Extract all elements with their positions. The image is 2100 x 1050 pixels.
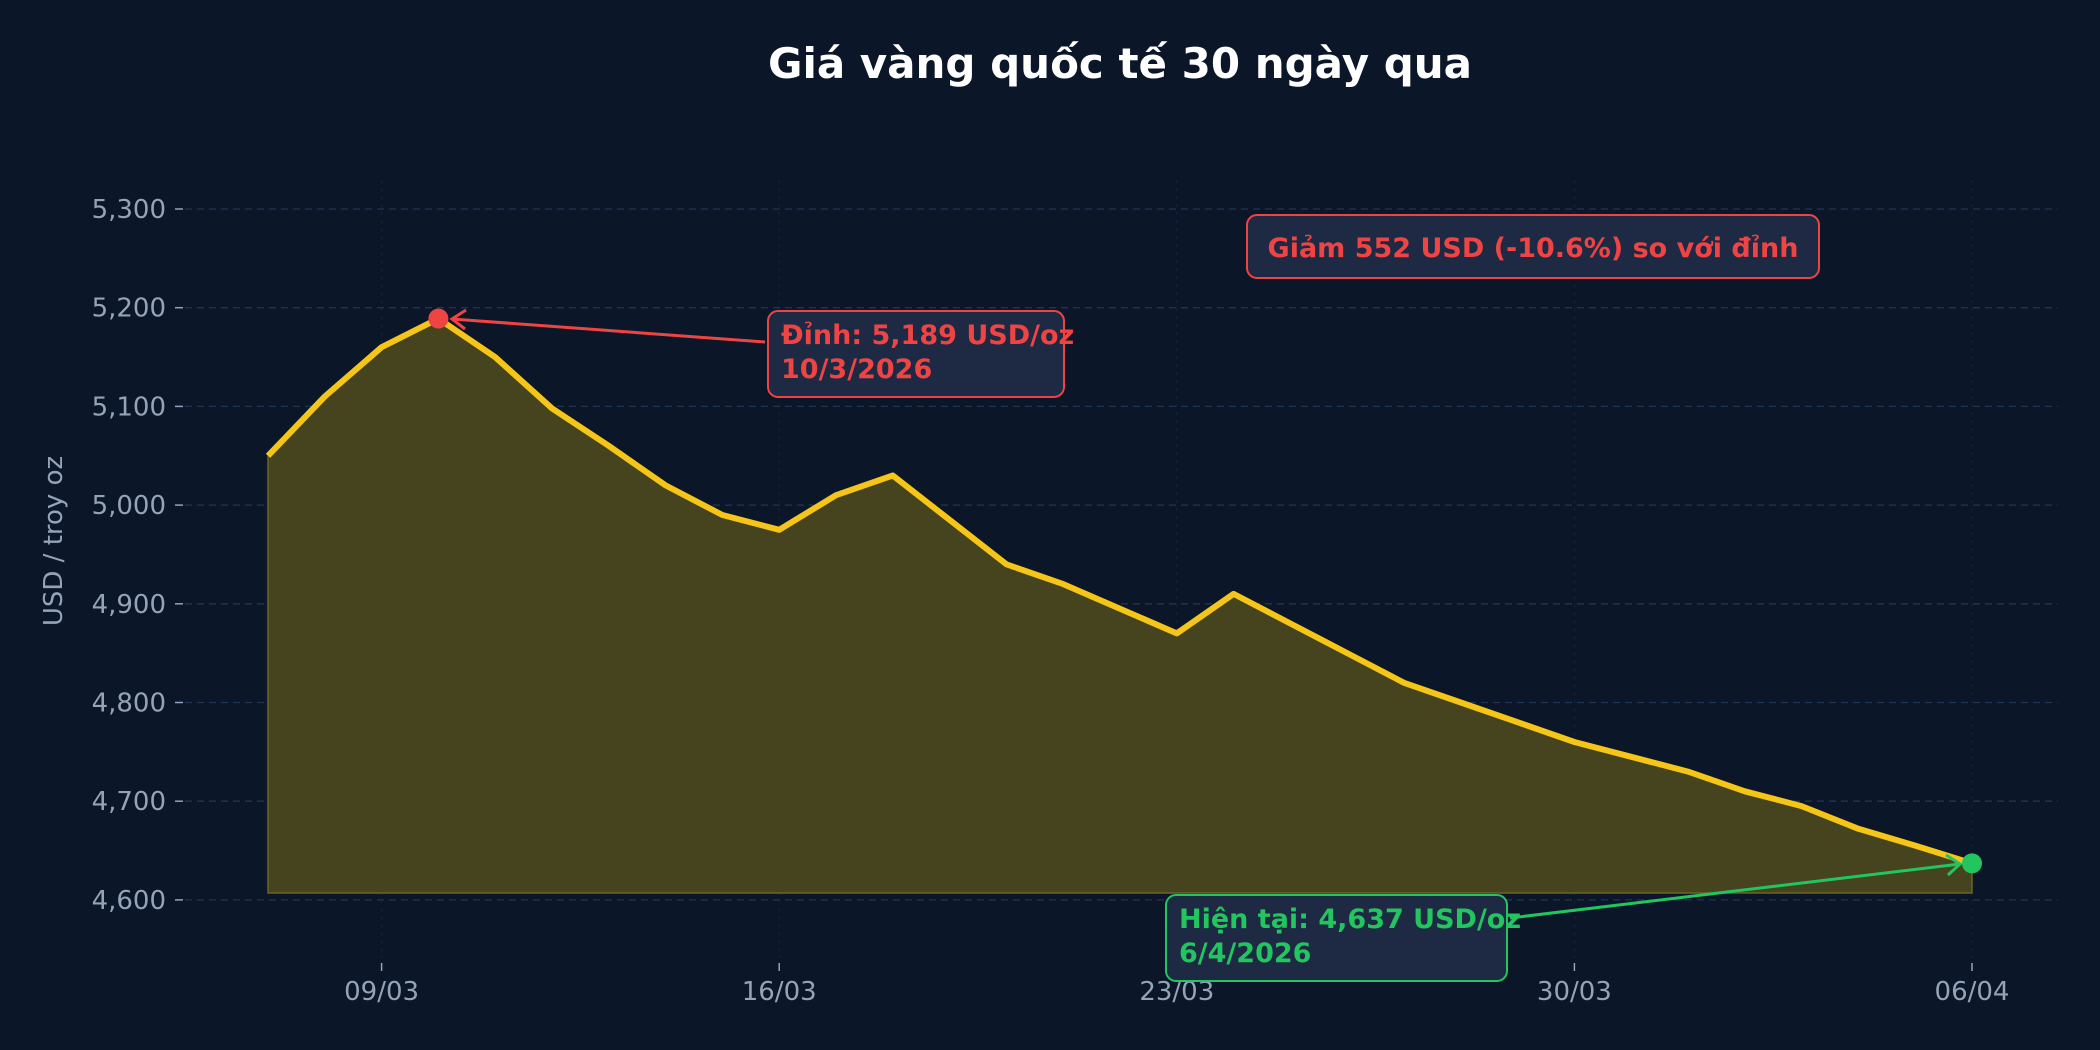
chart-title: Giá vàng quốc tế 30 ngày qua	[768, 39, 1472, 88]
peak-label-value: Đỉnh: 5,189 USD/oz	[781, 320, 1074, 351]
drop-summary-text: Giảm 552 USD (-10.6%) so với đỉnh	[1268, 233, 1799, 264]
y-tick-label: 5,200	[92, 294, 166, 324]
drop-summary-annotation: Giảm 552 USD (-10.6%) so với đỉnh	[1246, 214, 1820, 279]
y-tick-label: 4,900	[92, 590, 166, 620]
y-tick-label: 4,800	[92, 689, 166, 719]
y-tick-label: 5,300	[92, 195, 166, 225]
peak-label-date: 10/3/2026	[781, 354, 932, 385]
y-tick-label: 4,700	[92, 787, 166, 817]
current-label-value: Hiện tại: 4,637 USD/oz	[1179, 904, 1521, 935]
x-tick-label: 09/03	[344, 977, 419, 1007]
y-tick-label: 5,100	[92, 392, 166, 422]
peak-annotation: Đỉnh: 5,189 USD/oz 10/3/2026	[428, 308, 1074, 398]
x-tick-label: 16/03	[742, 977, 817, 1007]
x-tick-label: 30/03	[1537, 977, 1612, 1007]
current-marker	[1962, 853, 1982, 874]
peak-label-box	[767, 310, 1065, 398]
peak-arrow-head-icon	[449, 308, 467, 331]
y-axis: 5,300 5,200 5,100 5,000 4,900 4,800 4,700 4,600	[92, 195, 183, 916]
x-axis: 09/03 16/03 23/03 30/03 06/04	[344, 963, 2009, 1007]
x-tick-label: 06/04	[1935, 977, 2010, 1007]
current-label-date: 6/4/2026	[1179, 938, 1311, 969]
peak-arrow	[451, 317, 766, 344]
drop-summary-box	[1246, 214, 1820, 279]
peak-marker	[428, 308, 449, 329]
current-arrow	[1509, 862, 1961, 920]
price-line	[265, 315, 1973, 867]
current-label-box	[1165, 894, 1508, 982]
y-axis-label: USD / troy oz	[39, 456, 69, 626]
current-annotation: Hiện tại: 4,637 USD/oz 6/4/2026	[1165, 853, 1982, 982]
y-tick-label: 5,000	[92, 491, 166, 521]
y-tick-label: 4,600	[92, 886, 166, 916]
current-arrow-head-icon	[1945, 853, 1963, 877]
